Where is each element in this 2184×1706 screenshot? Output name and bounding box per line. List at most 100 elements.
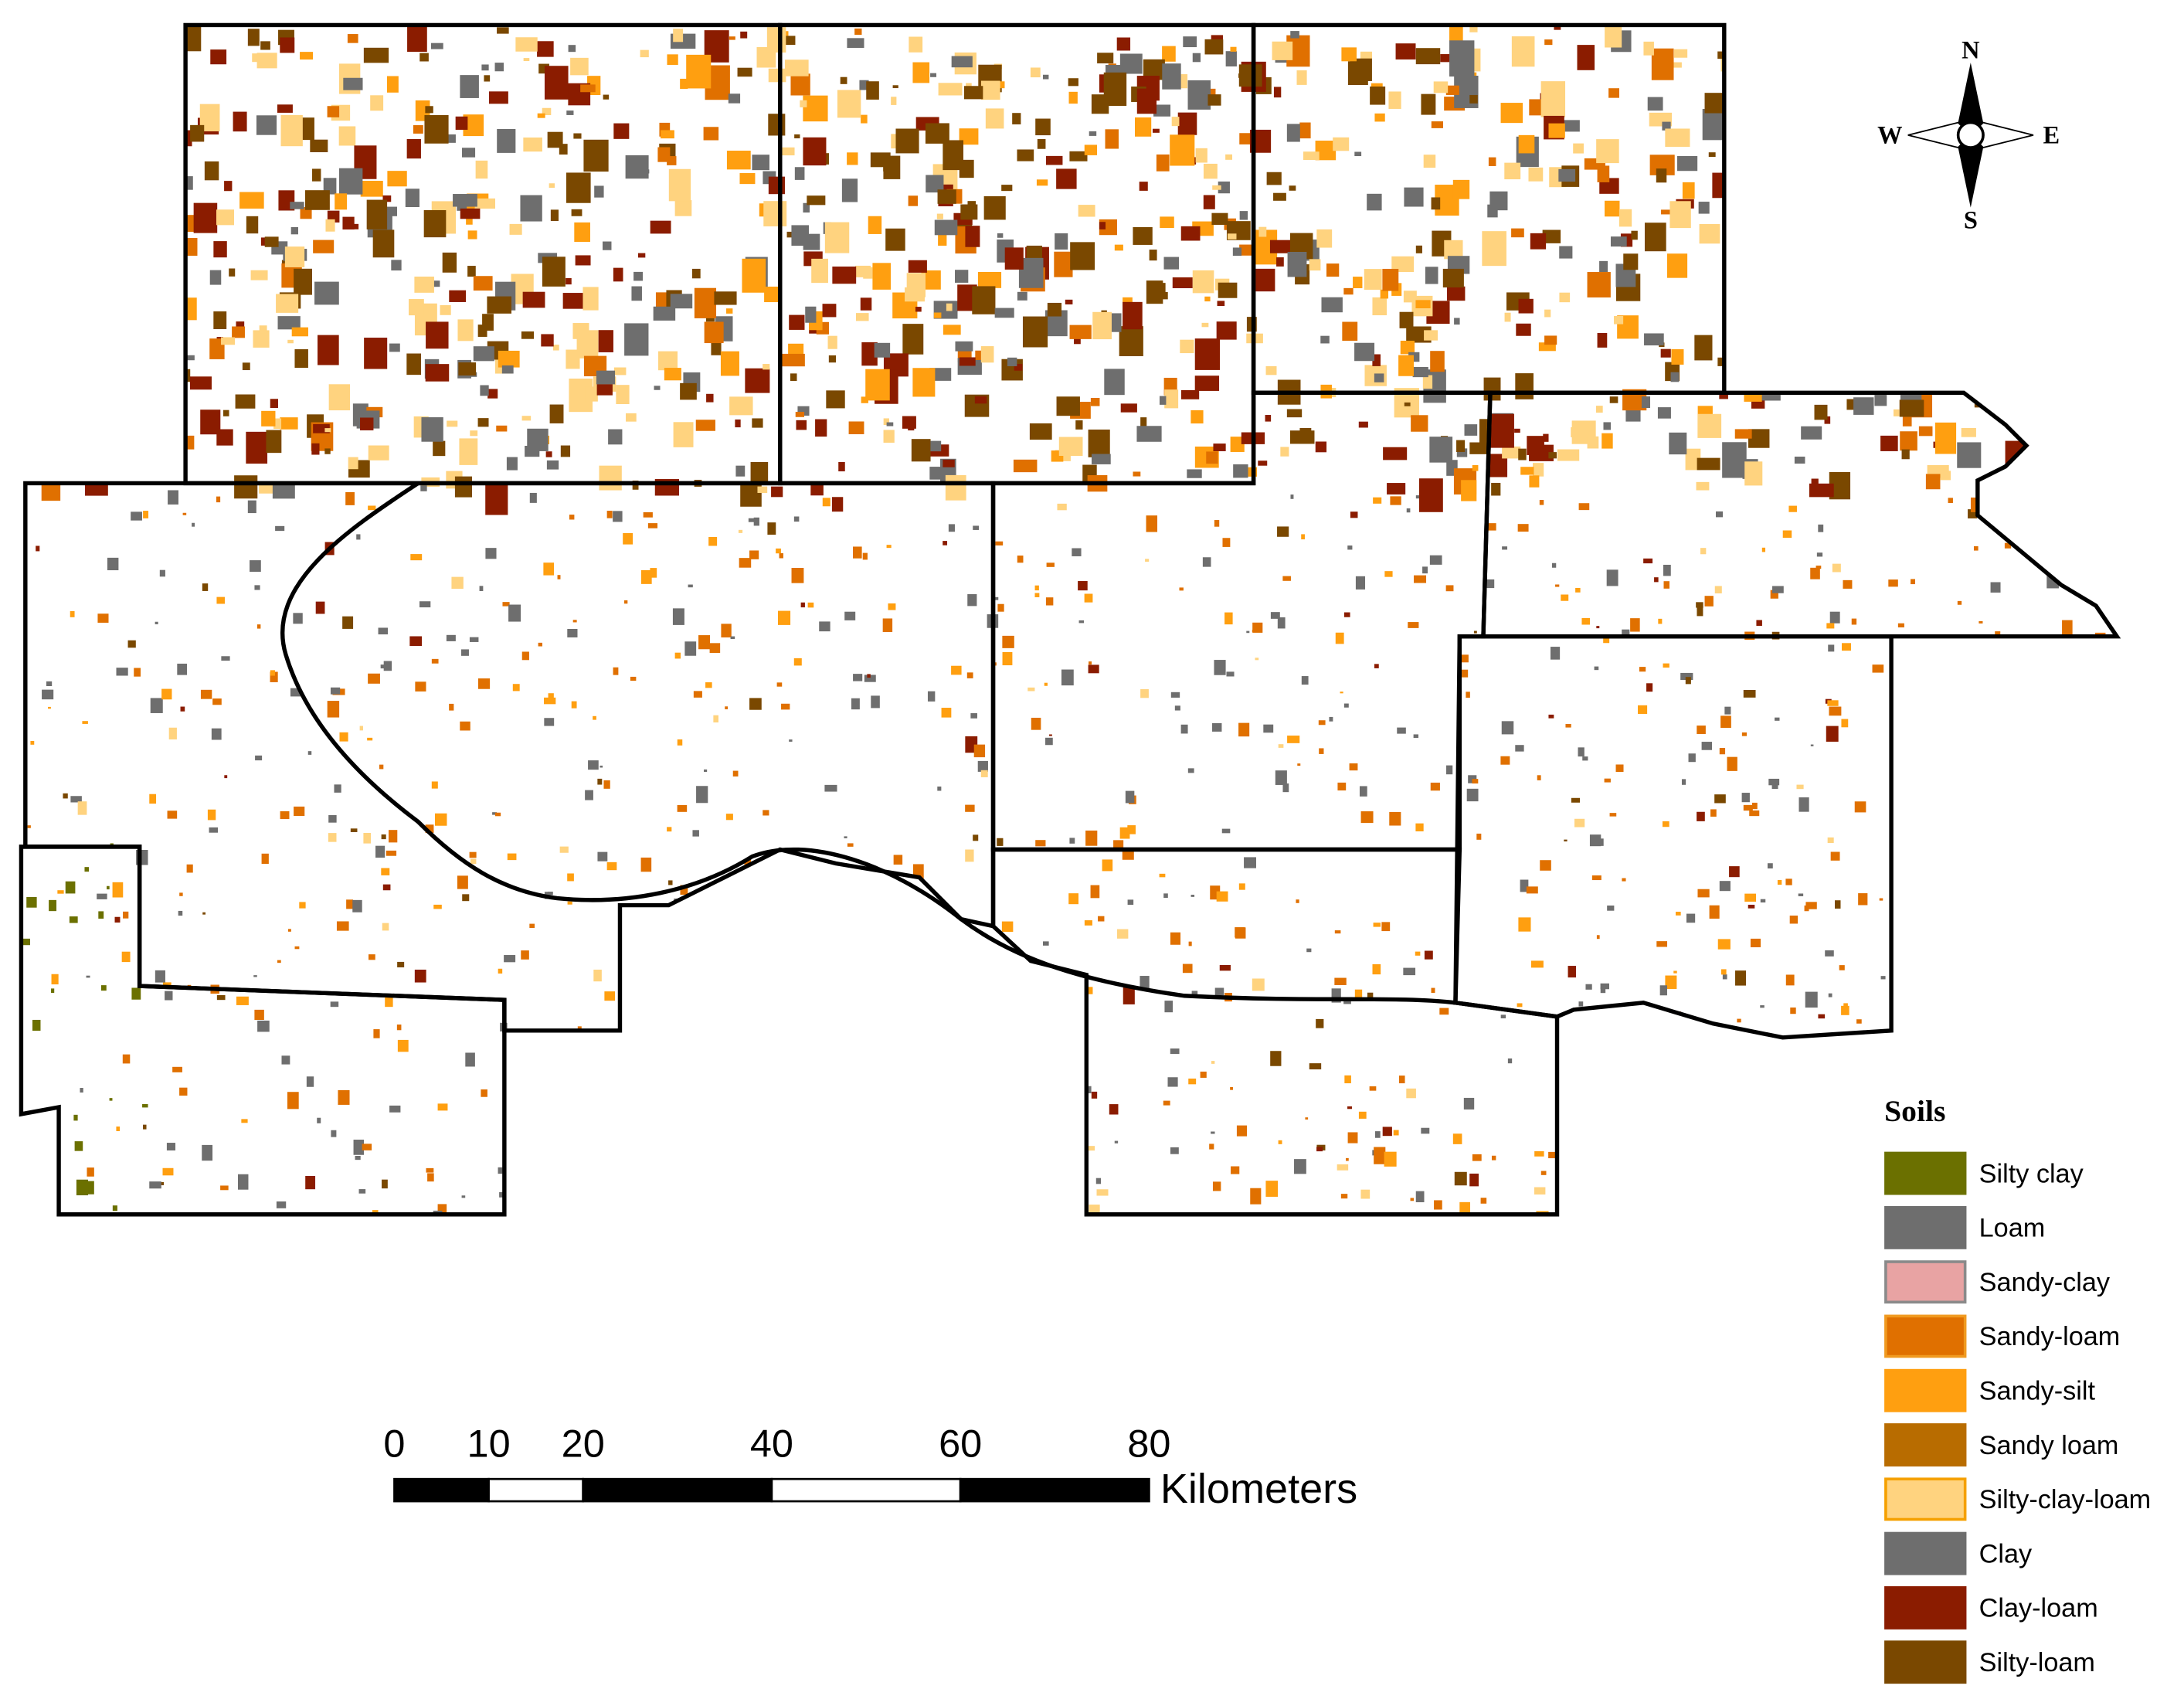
soil-patch	[378, 627, 388, 635]
soil-patch	[113, 172, 130, 192]
soil-patch	[1805, 902, 1817, 909]
soil-patch	[1429, 437, 1453, 463]
soil-patch	[1012, 966, 1021, 978]
soil-patch	[1389, 811, 1401, 826]
soil-patch	[640, 569, 652, 584]
soil-patch	[1459, 1201, 1470, 1215]
soil-patch	[861, 114, 868, 124]
soil-patch	[1996, 282, 2006, 295]
soil-patch	[624, 323, 649, 356]
soil-patch	[1741, 732, 1748, 736]
soil-patch	[414, 969, 426, 983]
soil-patch	[1408, 622, 1419, 628]
soil-patch	[643, 511, 653, 518]
soil-patch	[667, 827, 672, 832]
soil-patch	[328, 384, 351, 411]
soil-patch	[2061, 178, 2083, 202]
soil-patch	[1751, 802, 1758, 810]
soil-patch	[280, 37, 295, 53]
soil-patch	[521, 416, 532, 421]
soil-patch	[187, 355, 195, 361]
soil-patch	[973, 1164, 984, 1178]
soil-patch	[1578, 503, 1590, 511]
soil-patch	[1741, 793, 1750, 803]
soil-patch	[1354, 989, 1363, 997]
soil-patch	[473, 276, 493, 291]
soil-patch	[342, 616, 354, 629]
soil-patch	[1290, 494, 1294, 499]
soil-patch	[756, 1010, 767, 1023]
soil-patch	[1116, 37, 1131, 51]
soil-patch	[1900, 374, 1922, 405]
soil-patch	[327, 106, 340, 117]
soil-patch	[690, 1069, 697, 1077]
soil-patch	[665, 1164, 675, 1171]
soil-patch	[1170, 134, 1195, 166]
soil-patch	[1087, 987, 1093, 994]
soil-patch	[1652, 1054, 1664, 1070]
soil-patch	[603, 241, 612, 250]
soil-patch	[967, 201, 977, 206]
soil-patch	[1822, 118, 1831, 125]
soil-patch	[113, 446, 126, 461]
soil-patch	[2023, 31, 2038, 52]
soil-patch	[149, 1181, 161, 1189]
soil-patch	[1103, 72, 1127, 107]
soil-patch	[691, 1205, 699, 1215]
soil-patch	[945, 474, 966, 501]
soil-patch	[1123, 301, 1143, 330]
soil-patch	[729, 36, 735, 40]
soil-patch	[1057, 503, 1067, 511]
soil-patch	[386, 206, 398, 216]
soil-patch	[1227, 233, 1237, 240]
soil-patch	[1502, 546, 1508, 550]
soil-patch	[56, 345, 70, 359]
soil-patch	[1296, 70, 1307, 85]
soil-patch	[1272, 41, 1293, 60]
soil-patch	[1216, 321, 1237, 340]
soil-patch	[1979, 620, 1983, 624]
soil-patch	[738, 529, 743, 533]
soil-patch	[41, 475, 61, 501]
soil-patch	[112, 882, 124, 898]
soil-patch	[131, 987, 141, 1000]
soil-patch	[1745, 1032, 1754, 1043]
soil-patch	[1900, 431, 1917, 451]
soil-patch	[1880, 976, 1886, 980]
soil-patch	[291, 327, 308, 337]
legend-title: Soils	[1884, 1094, 1945, 1128]
soil-patch	[585, 386, 598, 402]
soil-patch	[2072, 172, 2083, 187]
soil-patch	[677, 1136, 684, 1146]
soil-patch	[272, 483, 295, 499]
soil-patch	[1529, 99, 1542, 116]
soil-patch	[1200, 1071, 1207, 1078]
soil-patch	[364, 338, 388, 369]
soil-patch	[786, 1205, 798, 1215]
soil-patch	[1500, 756, 1510, 765]
soil-patch	[673, 422, 694, 447]
soil-patch	[1779, 96, 1795, 109]
soil-patch	[1601, 433, 1613, 449]
soil-patch	[1897, 623, 1904, 628]
soil-patch	[51, 36, 71, 52]
legend-label: Silty clay	[1979, 1159, 2084, 1188]
soil-patch	[1826, 726, 1839, 742]
soil-patch	[521, 651, 529, 661]
soil-patch	[839, 971, 846, 976]
soil-patch	[488, 91, 508, 104]
soil-patch	[461, 1195, 466, 1198]
soil-patch	[667, 156, 677, 165]
soil-patch	[252, 53, 263, 63]
soil-patch	[2053, 341, 2071, 352]
soil-patch	[386, 76, 399, 93]
soil-patch	[1941, 980, 1953, 992]
soil-patch	[58, 131, 81, 155]
soil-patch	[1013, 459, 1038, 473]
soil-patch	[1989, 1093, 1993, 1099]
soil-patch	[819, 621, 830, 632]
soil-patch	[1771, 783, 1778, 790]
soil-patch	[1449, 40, 1475, 77]
soil-patch	[413, 125, 423, 134]
soil-patch	[691, 268, 701, 279]
